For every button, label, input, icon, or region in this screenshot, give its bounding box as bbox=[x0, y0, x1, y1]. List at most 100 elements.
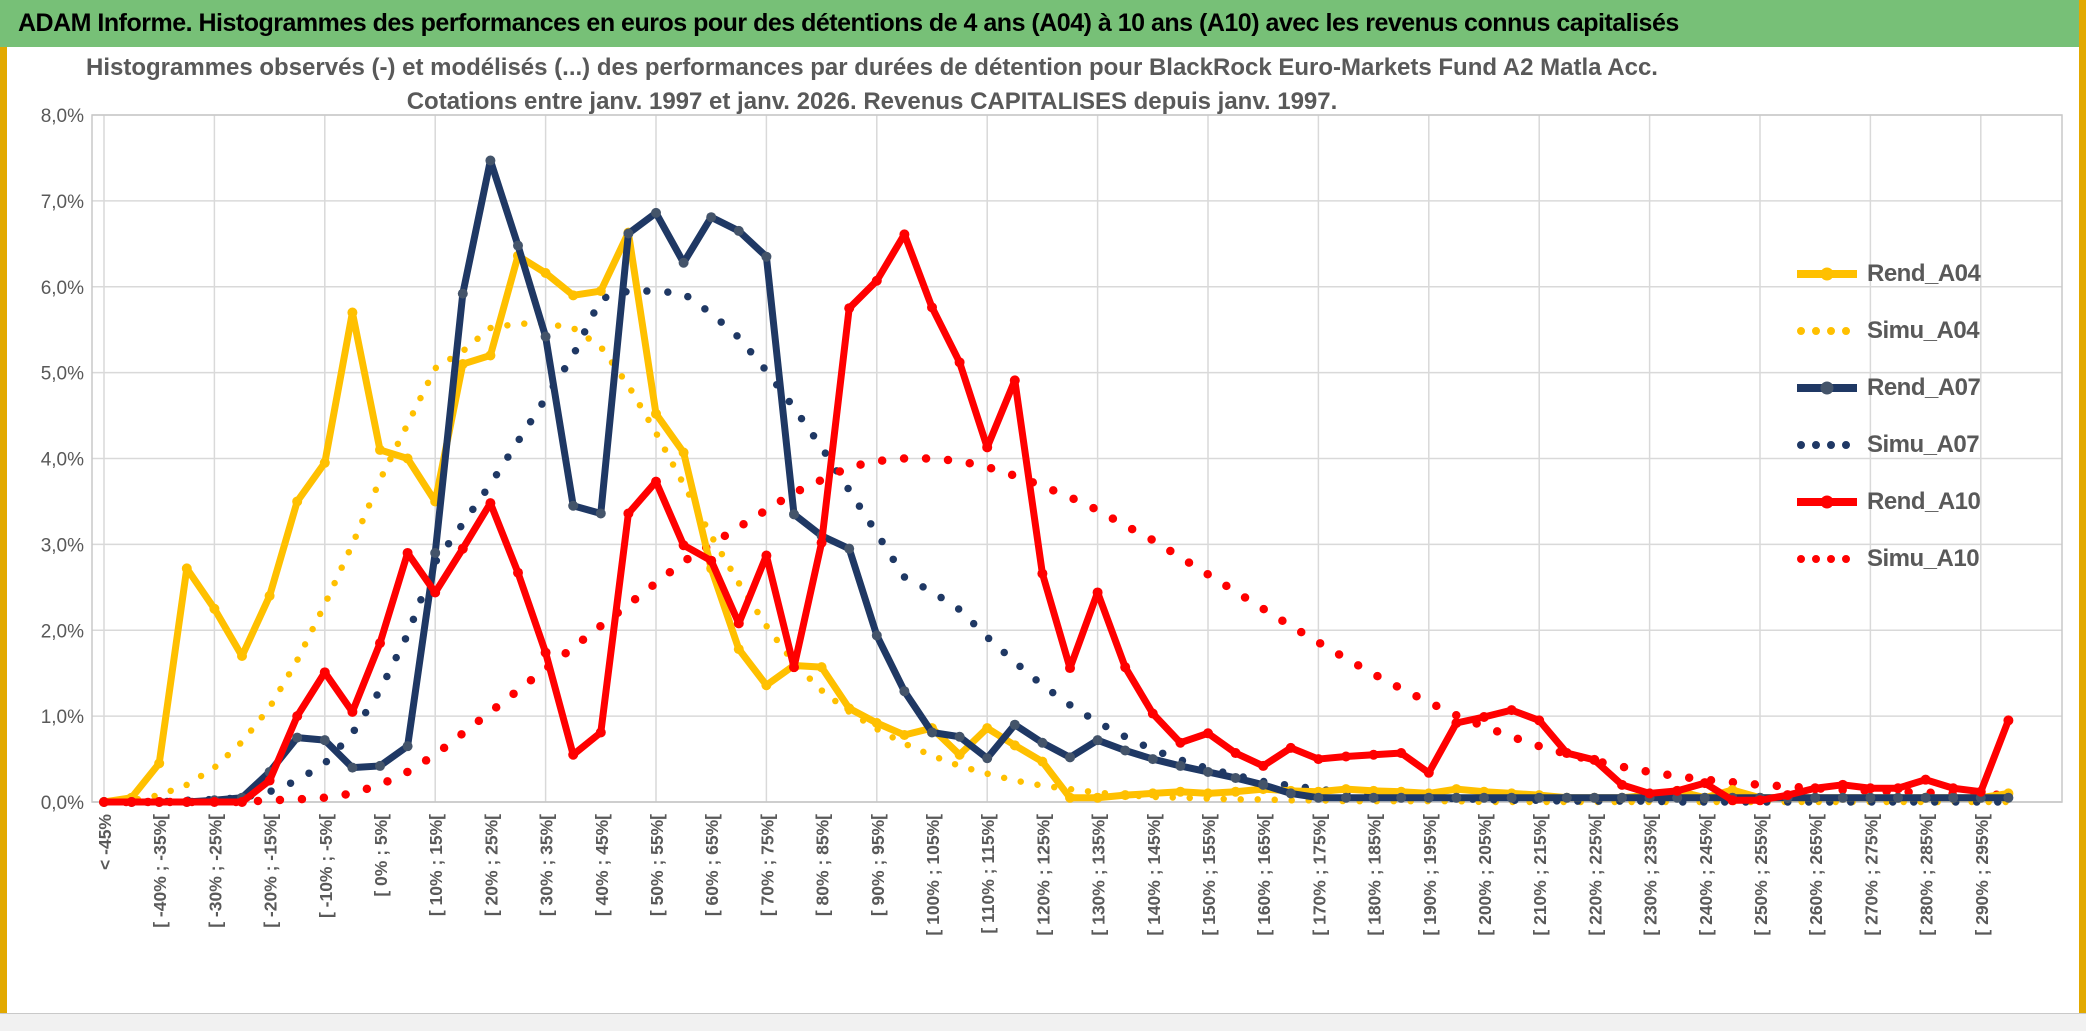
x-axis-tick-label: [ 140% ; 145%[ bbox=[1144, 814, 1164, 936]
legend-label: Rend_A10 bbox=[1867, 487, 1981, 515]
x-axis-tick-label: [ 200% ; 205%[ bbox=[1475, 814, 1495, 936]
legend-item-Rend_A04: Rend_A04 bbox=[1795, 245, 2055, 302]
x-axis-tick-label: [ 130% ; 135%[ bbox=[1089, 814, 1109, 936]
marker-Rend_A10 bbox=[733, 618, 744, 629]
marker-Rend_A10 bbox=[899, 229, 910, 240]
marker-Rend_A07 bbox=[1203, 766, 1213, 777]
series-Simu_A07 bbox=[100, 287, 2013, 806]
x-axis-tick-label: [ -10% ; -5%[ bbox=[316, 814, 336, 918]
x-axis-tick-label: [ 30% ; 35%[ bbox=[537, 814, 557, 916]
legend-solid-line-icon bbox=[1797, 495, 1857, 508]
marker-Rend_A10 bbox=[954, 357, 965, 368]
marker-Rend_A04 bbox=[1147, 788, 1158, 799]
marker-Rend_A04 bbox=[1203, 788, 1213, 799]
y-axis-tick-label: 3,0% bbox=[41, 535, 84, 556]
marker-Rend_A07 bbox=[1837, 792, 1848, 803]
marker-Rend_A10 bbox=[402, 547, 413, 558]
marker-Rend_A07 bbox=[1451, 792, 1462, 803]
x-axis-tick-label: [ 290% ; 295%[ bbox=[1972, 814, 1992, 936]
chart-title-line1: Histogrammes observés (-) et modélisés (… bbox=[86, 54, 1658, 81]
y-axis-tick-label: 8,0% bbox=[41, 106, 84, 127]
marker-Rend_A10 bbox=[1948, 783, 1959, 794]
marker-Rend_A07 bbox=[706, 212, 717, 223]
marker-Rend_A10 bbox=[1865, 783, 1876, 794]
marker-Rend_A04 bbox=[154, 758, 165, 769]
y-axis-tick-label: 5,0% bbox=[41, 364, 84, 385]
plot-border bbox=[91, 114, 2063, 803]
x-axis-tick-label: [ 50% ; 55%[ bbox=[647, 814, 667, 916]
x-axis-tick-label: [ 260% ; 265%[ bbox=[1806, 814, 1826, 936]
marker-Rend_A04 bbox=[292, 496, 303, 507]
marker-Rend_A04 bbox=[733, 644, 744, 655]
marker-Rend_A07 bbox=[430, 547, 441, 558]
chart-title-line2: Cotations entre janv. 1997 et janv. 2026… bbox=[407, 88, 1338, 115]
marker-Rend_A07 bbox=[1865, 792, 1876, 803]
marker-Rend_A04 bbox=[237, 651, 247, 662]
marker-Rend_A10 bbox=[1065, 663, 1075, 674]
marker-Rend_A07 bbox=[899, 686, 910, 697]
marker-Rend_A07 bbox=[1258, 779, 1269, 790]
marker-Rend_A10 bbox=[1920, 774, 1931, 785]
legend-item-Simu_A04: Simu_A04 bbox=[1795, 302, 2055, 359]
marker-Rend_A04 bbox=[375, 444, 385, 455]
marker-Rend_A10 bbox=[1810, 783, 1821, 794]
x-axis-tick-label: [ -20% ; -15%[ bbox=[261, 814, 281, 928]
marker-Rend_A10 bbox=[1644, 788, 1655, 799]
marker-Rend_A10 bbox=[485, 498, 496, 509]
marker-Rend_A10 bbox=[347, 706, 358, 717]
marker-Rend_A04 bbox=[844, 703, 855, 714]
marker-Rend_A07 bbox=[402, 741, 413, 752]
marker-Rend_A10 bbox=[1672, 785, 1683, 796]
marker-Rend_A07 bbox=[1479, 792, 1489, 803]
marker-Rend_A10 bbox=[1396, 748, 1407, 759]
x-axis-tick-label: [ 90% ; 95%[ bbox=[868, 814, 888, 916]
x-axis-tick-label: [ 20% ; 25%[ bbox=[481, 814, 501, 916]
marker-Rend_A04 bbox=[485, 350, 496, 361]
marker-Rend_A10 bbox=[540, 647, 551, 658]
page-title: ADAM Informe. Histogrammes des performan… bbox=[18, 9, 1679, 37]
legend-dotted-line-icon bbox=[1797, 440, 1857, 449]
x-axis-tick-label: [ 240% ; 245%[ bbox=[1696, 814, 1716, 936]
legend-label: Rend_A04 bbox=[1867, 259, 1981, 287]
marker-Rend_A10 bbox=[678, 540, 689, 551]
marker-Rend_A10 bbox=[1727, 795, 1738, 806]
x-axis-tick-label: [ 80% ; 85%[ bbox=[813, 814, 833, 916]
marker-Rend_A07 bbox=[1120, 745, 1131, 756]
x-axis-tick-label: [ 250% ; 255%[ bbox=[1751, 814, 1771, 936]
marker-Rend_A07 bbox=[457, 288, 468, 299]
legend-item-Rend_A07: Rend_A07 bbox=[1795, 359, 2055, 416]
marker-Rend_A07 bbox=[651, 207, 661, 218]
marker-Rend_A10 bbox=[623, 508, 634, 519]
marker-Rend_A10 bbox=[1699, 778, 1710, 789]
marker-Rend_A10 bbox=[375, 638, 385, 649]
marker-Rend_A10 bbox=[568, 749, 579, 760]
y-axis-tick-label: 7,0% bbox=[41, 192, 84, 213]
series-Simu_A04 bbox=[100, 320, 2012, 806]
marker-Rend_A07 bbox=[623, 228, 634, 239]
marker-Rend_A10 bbox=[319, 667, 330, 678]
x-axis-tick-label: [ 220% ; 225%[ bbox=[1585, 814, 1605, 936]
marker-Rend_A07 bbox=[1368, 792, 1379, 803]
marker-Rend_A10 bbox=[1451, 717, 1462, 728]
marker-Rend_A07 bbox=[1561, 792, 1572, 803]
y-axis-tick-label: 2,0% bbox=[41, 621, 84, 642]
marker-Rend_A10 bbox=[292, 711, 303, 722]
marker-Rend_A10 bbox=[927, 302, 937, 313]
x-axis-tick-label: [ 10% ; 15%[ bbox=[426, 814, 446, 916]
marker-Rend_A07 bbox=[1810, 792, 1821, 803]
x-axis-tick-label: [ 70% ; 75%[ bbox=[757, 814, 777, 916]
legend-item-Simu_A07: Simu_A07 bbox=[1795, 416, 2055, 473]
marker-Rend_A04 bbox=[540, 268, 551, 279]
marker-Rend_A07 bbox=[761, 251, 772, 262]
marker-Rend_A10 bbox=[1837, 779, 1848, 790]
legend-item-Simu_A10: Simu_A10 bbox=[1795, 530, 2055, 587]
y-axis-tick-label: 4,0% bbox=[41, 450, 84, 471]
marker-Rend_A07 bbox=[733, 225, 744, 236]
marker-Rend_A04 bbox=[1727, 784, 1738, 795]
marker-Rend_A10 bbox=[789, 662, 799, 673]
marker-Rend_A10 bbox=[1534, 715, 1545, 726]
marker-Rend_A07 bbox=[540, 331, 551, 342]
marker-Rend_A10 bbox=[1037, 568, 1048, 579]
marker-Rend_A10 bbox=[1617, 779, 1627, 790]
